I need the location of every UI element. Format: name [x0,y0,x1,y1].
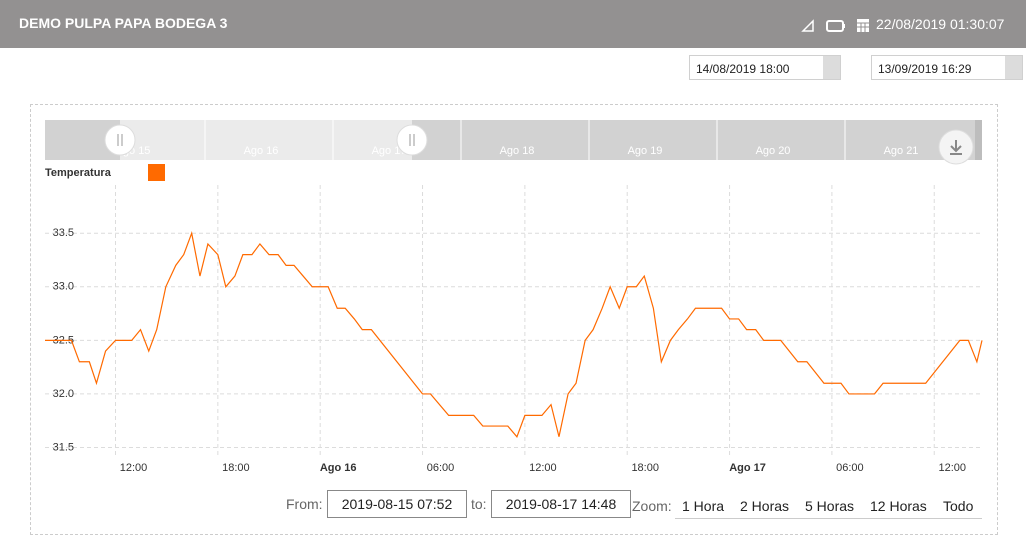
x-tick-label: 12:00 [529,462,557,474]
x-tick-label: 18:00 [222,462,250,474]
header: DEMO PULPA PAPA BODEGA 3 22/08/2019 01:3… [0,0,1026,48]
navigator-label: Ago 16 [244,145,279,157]
x-tick-label: 18:00 [631,462,659,474]
zoom-button[interactable]: 1 Hora [682,498,725,514]
zoom-button[interactable]: Todo [943,498,974,514]
navigator-handle[interactable] [396,124,428,156]
legend-label[interactable]: Temperatura [45,167,112,179]
y-tick-label: 31.5 [53,441,74,453]
x-tick-label: Ago 16 [320,462,357,474]
handle-grip [117,134,123,146]
x-tick-label: 06:00 [427,462,455,474]
navigator-label: Ago 20 [756,145,791,157]
zoom-button[interactable]: 12 Horas [870,498,927,514]
navigator-label: Ago 18 [500,145,535,157]
start-date-input[interactable]: 14/08/2019 18:00 [689,55,841,80]
legend-swatch[interactable] [148,164,165,181]
export-icon [950,140,962,155]
zoom-label: Zoom: [632,498,672,514]
from-input[interactable]: 2019-08-15 07:52 [327,490,467,518]
header-datetime: 22/08/2019 01:30:07 [876,16,1005,32]
zoom-underline [675,518,982,519]
x-tick-label: Ago 17 [729,462,766,474]
x-tick-label: 12:00 [938,462,966,474]
end-date-input[interactable]: 13/09/2019 16:29 [871,55,1023,80]
start-date: 14/08/2019 18:00 [696,62,790,76]
zoom-button[interactable]: 5 Horas [805,498,855,514]
from-label: From: [286,496,323,512]
y-tick-label: 33.5 [53,227,74,239]
status-icons [801,19,869,32]
x-tick-label: 06:00 [836,462,864,474]
data-line [45,230,983,438]
header-title: DEMO PULPA PAPA BODEGA 3 [19,15,228,31]
navigator-label: Ago 21 [884,145,919,157]
navigator-label: Ago 19 [628,145,663,157]
to-label: to: [471,496,487,512]
zoom-button[interactable]: 2 Horas [740,498,790,514]
chart-container [30,104,998,535]
navigator-scroll [975,120,982,160]
end-date: 13/09/2019 16:29 [878,62,972,76]
y-tick-label: 33.0 [53,281,74,293]
x-tick-label: 12:00 [120,462,148,474]
calendar-button[interactable] [823,56,840,79]
navigator-selection[interactable] [120,120,412,160]
navigator-handle[interactable] [104,124,136,156]
to-input[interactable]: 2019-08-17 14:48 [491,490,631,518]
calendar-button[interactable] [1005,56,1022,79]
handle-grip [409,134,415,146]
y-tick-label: 32.0 [53,388,74,400]
navigator-label: Ago 17 [372,145,407,157]
